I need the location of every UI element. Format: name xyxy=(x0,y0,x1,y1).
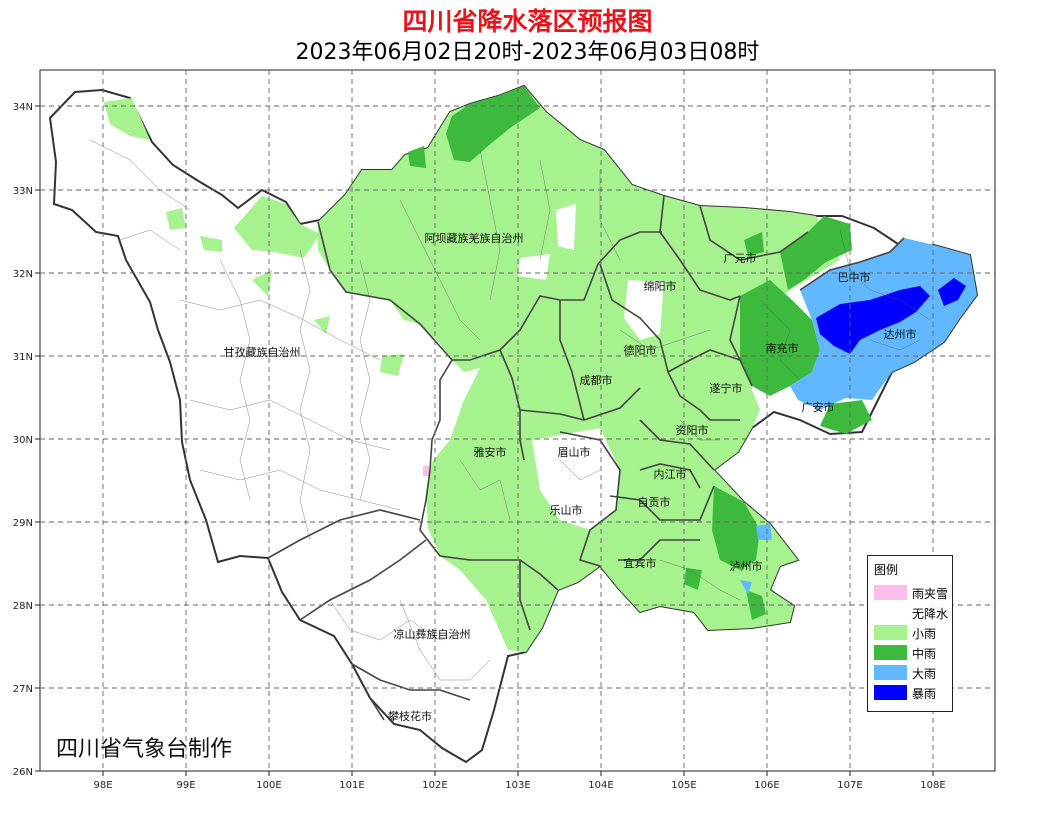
region-label: 宜宾市 xyxy=(624,556,657,570)
region-label: 攀枝花市 xyxy=(388,709,432,723)
legend-swatch xyxy=(874,625,907,640)
x-tick-label: 100E xyxy=(256,780,281,791)
moderate-rain-areas xyxy=(408,86,872,620)
region-label: 广安市 xyxy=(802,400,835,414)
legend-item-no-precip: 无降水 xyxy=(874,604,950,621)
producer-credit: 四川省气象台制作 xyxy=(56,737,233,762)
legend-swatch xyxy=(874,665,907,680)
region-label: 广元市 xyxy=(724,251,757,265)
region-label: 眉山市 xyxy=(558,445,591,459)
legend-item-rainstorm: 暴雨 xyxy=(874,684,950,701)
legend-title: 图例 xyxy=(874,563,899,577)
region-label: 达州市 xyxy=(884,327,917,341)
graticule xyxy=(40,70,995,771)
legend-item-light-rain: 小雨 xyxy=(874,624,950,641)
x-tick-label: 106E xyxy=(754,780,779,791)
legend-swatch xyxy=(874,645,907,660)
x-tick-label: 102E xyxy=(422,780,447,791)
y-tick-label: 33N xyxy=(13,186,33,197)
y-tick-label: 28N xyxy=(13,601,33,612)
region-label: 泸州市 xyxy=(730,559,763,573)
y-tick-label: 30N xyxy=(13,435,33,446)
region-label: 乐山市 xyxy=(550,503,583,517)
y-tick-label: 32N xyxy=(13,269,33,280)
tick-marks xyxy=(35,105,934,776)
region-label: 巴中市 xyxy=(838,270,871,284)
legend-swatch xyxy=(874,585,907,600)
x-tick-label: 101E xyxy=(339,780,364,791)
x-tick-label: 99E xyxy=(176,780,195,791)
y-axis-labels: 34N 33N 32N 31N 30N 29N 28N 27N 26N xyxy=(13,102,33,778)
y-tick-label: 31N xyxy=(13,352,33,363)
region-label: 凉山彝族自治州 xyxy=(394,627,471,641)
x-tick-label: 98E xyxy=(93,780,112,791)
region-label: 内江市 xyxy=(654,467,687,481)
region-label: 遂宁市 xyxy=(710,381,743,395)
legend-swatch xyxy=(874,605,907,620)
x-tick-label: 107E xyxy=(837,780,862,791)
y-tick-label: 26N xyxy=(13,767,33,778)
region-label: 德阳市 xyxy=(624,343,657,357)
y-tick-label: 29N xyxy=(13,518,33,529)
legend-box: 图例 雨夹雪 无降水 小雨 中雨 大雨 暴雨 xyxy=(867,555,953,712)
y-tick-label: 34N xyxy=(13,102,33,113)
legend-item-heavy-rain: 大雨 xyxy=(874,664,950,681)
legend-label: 中雨 xyxy=(912,647,937,661)
map-title: 四川省降水落区预报图 xyxy=(402,7,653,36)
legend-item-sleet: 雨夹雪 xyxy=(874,584,950,601)
rainstorm-areas xyxy=(816,278,966,354)
x-axis-labels: 98E 99E 100E 101E 102E 103E 104E 105E 10… xyxy=(93,780,945,791)
dry-pockets xyxy=(340,204,664,530)
sleet-area xyxy=(423,466,429,476)
region-label: 自贡市 xyxy=(638,495,671,509)
light-rain-areas xyxy=(104,86,840,652)
region-label: 雅安市 xyxy=(474,445,507,459)
x-tick-label: 108E xyxy=(920,780,945,791)
region-label: 资阳市 xyxy=(676,423,709,437)
region-label: 南充市 xyxy=(766,341,799,355)
legend-label: 大雨 xyxy=(912,667,937,681)
x-tick-label: 104E xyxy=(588,780,613,791)
x-tick-label: 105E xyxy=(671,780,696,791)
x-tick-label: 103E xyxy=(505,780,530,791)
legend-item-moderate-rain: 中雨 xyxy=(874,644,950,661)
region-label: 阿坝藏族羌族自治州 xyxy=(425,231,524,245)
region-label: 绵阳市 xyxy=(644,279,677,293)
region-label: 成都市 xyxy=(580,373,613,387)
legend-swatch xyxy=(874,685,907,700)
county-boundaries xyxy=(89,139,931,681)
legend-label: 暴雨 xyxy=(912,687,937,701)
legend-label: 无降水 xyxy=(912,607,949,621)
legend-label: 雨夹雪 xyxy=(912,587,949,601)
region-labels: 阿坝藏族羌族自治州 甘孜藏族自治州 凉山彝族自治州 攀枝花市 雅安市 眉山市 乐… xyxy=(224,231,917,723)
region-label: 甘孜藏族自治州 xyxy=(224,345,301,359)
legend-label: 小雨 xyxy=(912,627,937,641)
map-subtitle: 2023年06月02日20时-2023年06月03日08时 xyxy=(295,40,760,65)
prefecture-boundaries xyxy=(267,195,905,721)
y-tick-label: 27N xyxy=(13,684,33,695)
